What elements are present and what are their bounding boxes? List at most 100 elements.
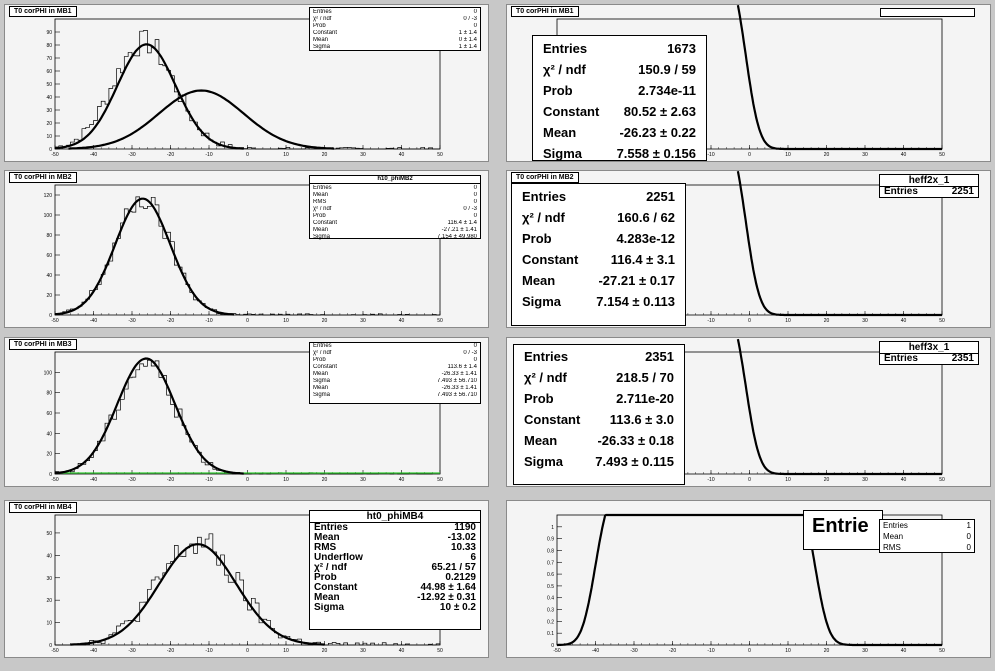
stat-value: 0 [473, 185, 477, 191]
side-box: Entries 1 Mean 0 RMS 0 [879, 519, 975, 553]
x-tick-label: 10 [283, 152, 289, 158]
stat-value: 0 [473, 192, 477, 198]
x-tick-label: 0 [748, 318, 751, 324]
stat-row: Sigma 7.558 ± 0.156 [543, 143, 696, 161]
stat-label: Sigma [313, 234, 331, 240]
x-tick-label: -50 [51, 152, 58, 158]
pad-mb3-hist: T0 corPHI in MB3 -50 -40 -30 -20 -10 0 10 20 30 4… [4, 337, 489, 487]
x-tick-label: 40 [901, 318, 907, 324]
x-tick-label: -50 [51, 477, 58, 483]
x-tick-label: 40 [901, 152, 907, 158]
stat-row: Mean -27.21 ± 0.17 [522, 270, 675, 291]
stat-label: Prob [524, 391, 554, 406]
stats-box: ht0_phiMB4 Entries 1190 Mean -13.02 RMS 10.33… [309, 510, 481, 630]
y-tick-label: 100 [44, 213, 53, 219]
stat-value: -26.33 ± 0.18 [597, 433, 674, 448]
stat-label: Sigma [522, 294, 562, 309]
y-tick-label: 0 [49, 147, 52, 153]
chart-mb3-hist: -50 -40 -30 -20 -10 0 10 20 30 40 50 0 20 40 60 80 100 [44, 351, 443, 483]
stats-header: ht0_phiMB4 [310, 511, 480, 523]
stat-label: Constant [313, 364, 338, 370]
stat-row: Sigma 7.493 ± 56.710 [313, 392, 477, 399]
stat-value: 160.6 / 62 [617, 210, 675, 225]
x-tick-label: -10 [707, 152, 714, 158]
stat-value: 10 ± 0.2 [439, 603, 476, 613]
fit-curve [54, 357, 244, 475]
stat-row: Mean 0 [313, 192, 477, 199]
stat-value: 80.52 ± 2.63 [623, 104, 696, 119]
stat-label: Constant [524, 412, 581, 427]
x-tick-label: -50 [51, 318, 58, 324]
stat-value: 0.2129 [445, 573, 476, 583]
x-tick-label: -30 [128, 648, 135, 654]
stat-row: Mean -26.33 ± 1.41 [313, 371, 477, 378]
pad-title: T0 corPHI in MB3 [9, 339, 77, 350]
x-tick-label: 40 [399, 477, 405, 483]
y-tick-label: 0.9 [547, 537, 554, 543]
pad-mb2-eff: T0 corPHI in MB2 -50-40-30-20-1001020304… [506, 170, 991, 328]
stat-label: Mean [883, 532, 904, 541]
stat-value: 2.734e-11 [638, 83, 696, 98]
stat-row: χ² / ndf 0 / -3 [313, 16, 477, 23]
x-tick-label: 30 [360, 318, 366, 324]
stat-row: Entries 2351 [524, 346, 674, 367]
stat-row: χ² / ndf 0 / -3 [313, 206, 477, 213]
stat-row: Prob 4.283e-12 [522, 228, 675, 249]
stat-value: 116.4 ± 1.4 [447, 220, 477, 226]
stat-value: 2351 [951, 354, 974, 364]
x-tick-label: -10 [205, 477, 212, 483]
pad-title: T0 corPHI in MB1 [9, 6, 77, 17]
y-tick-label: 40 [46, 273, 52, 279]
stat-row: χ² / ndf 160.6 / 62 [522, 207, 675, 228]
y-tick-label: 120 [44, 193, 53, 199]
y-tick-label: 0.8 [547, 548, 554, 554]
x-tick-label: 40 [399, 318, 405, 324]
stat-row: Prob 0 [313, 357, 477, 364]
x-tick-label: 10 [283, 648, 289, 654]
stat-value: 1 ± 1.4 [458, 30, 477, 36]
x-tick-label: -50 [553, 648, 560, 654]
stat-label: Mean [522, 273, 556, 288]
y-tick-label: 0.5 [547, 584, 554, 590]
y-tick-label: 10 [46, 134, 52, 140]
stat-label: χ² / ndf [524, 370, 567, 385]
stat-value: 44.98 ± 1.64 [420, 583, 476, 593]
y-tick-label: 40 [46, 553, 52, 559]
stat-row: Constant 80.52 ± 2.63 [543, 101, 696, 122]
y-tick-label: 10 [46, 621, 52, 627]
stat-row: Entries 1 [883, 520, 971, 531]
x-tick-label: 30 [862, 318, 868, 324]
x-tick-label: 30 [862, 477, 868, 483]
stat-label: Constant [313, 220, 338, 226]
x-tick-label: 10 [283, 318, 289, 324]
stat-label: Entries [314, 523, 348, 533]
stat-label: χ² / ndf [313, 350, 332, 356]
stat-row: Entries 2251 [522, 186, 675, 207]
x-tick-label: -30 [630, 648, 637, 654]
stat-row: χ² / ndf 218.5 / 70 [524, 367, 674, 388]
x-tick-label: 10 [785, 477, 791, 483]
x-tick-label: 50 [437, 318, 443, 324]
y-tick-label: 0 [49, 472, 52, 478]
stat-row: Mean -26.33 ± 0.18 [524, 430, 674, 451]
stat-row: Mean -12.92 ± 0.31 [314, 593, 476, 603]
stat-row: Sigma 7.154 ± 0.113 [522, 291, 675, 312]
efficiency-curve [736, 338, 942, 476]
stat-label: Entries [313, 343, 332, 349]
stat-value: 7.493 ± 56.710 [437, 392, 477, 398]
stat-label: χ² / ndf [313, 206, 332, 212]
y-tick-label: 0.1 [547, 631, 554, 637]
pad-mb2-hist: T0 corPHI in MB2 -50 -40 -30 -20 -10 0 10 20 30 4… [4, 170, 489, 328]
stat-label: Mean [313, 192, 329, 198]
stat-row: Sigma 10 ± 0.2 [314, 603, 476, 613]
stats-rows: Entries 0 Mean 0 RMS 0 χ² / ndf 0 / -3 Prob 0 Cons… [313, 185, 477, 241]
y-tick-label: 30 [46, 576, 52, 582]
stat-value: 7.493 ± 56.710 [437, 378, 477, 384]
x-tick-label: 50 [939, 477, 945, 483]
x-tick-label: 0 [246, 318, 249, 324]
stat-row: Prob 0.2129 [314, 573, 476, 583]
stat-label: Prob [313, 357, 326, 363]
y-tick-label: 60 [46, 411, 52, 417]
stat-value: 7.493 ± 0.115 [595, 454, 674, 469]
fit-box: Entries 2351 χ² / ndf 218.5 / 70 Prob 2.711e-… [513, 344, 685, 485]
